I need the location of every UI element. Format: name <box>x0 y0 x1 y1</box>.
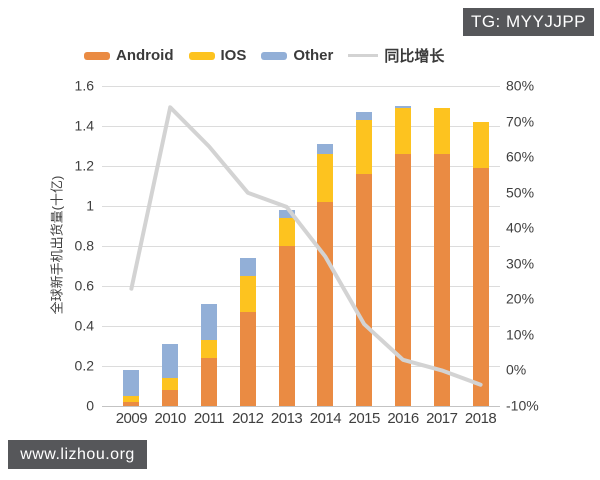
bar-segment-android-2014 <box>317 202 334 406</box>
right-axis-tick-label: -10% <box>506 397 539 414</box>
right-axis-tick-label: 70% <box>506 113 535 130</box>
x-axis-tick-label: 2015 <box>348 410 381 427</box>
x-axis-tick-label: 2011 <box>193 410 225 427</box>
telegram-watermark-badge: TG: MYYJJPP <box>463 8 594 36</box>
left-axis-tick-label: 1 <box>86 197 94 214</box>
x-axis-tick-label: 2010 <box>154 410 187 427</box>
legend-item-android: Android <box>84 47 174 64</box>
legend-label: IOS <box>220 47 247 64</box>
bar-segment-android-2011 <box>201 358 217 406</box>
bar-segment-ios-2017 <box>433 108 450 154</box>
bar-segment-android-2013 <box>278 246 295 406</box>
bar-segment-android-2018 <box>472 168 489 406</box>
left-axis-tick-label: 0.8 <box>74 237 94 254</box>
bar-segment-android-2009 <box>123 402 140 406</box>
bar-segment-android-2012 <box>239 312 256 406</box>
legend-label: Android <box>116 47 174 64</box>
left-axis-tick-label: 1.6 <box>74 77 94 94</box>
x-axis-tick-label: 2017 <box>426 410 458 427</box>
website-watermark-badge: www.lizhou.org <box>8 440 147 469</box>
bar-segment-ios-2016 <box>395 108 411 154</box>
left-axis-tick-label: 0 <box>86 397 94 414</box>
bar-segment-android-2015 <box>356 174 373 406</box>
legend-item-ios: IOS <box>188 47 247 64</box>
bar-segment-android-2016 <box>395 154 411 406</box>
x-axis-tick-label: 2012 <box>232 410 264 427</box>
bar-segment-other-2013 <box>278 210 295 218</box>
bar-segment-android-2010 <box>162 390 179 406</box>
right-axis-tick-label: 10% <box>506 326 535 343</box>
legend-swatch-bar-icon <box>84 51 110 60</box>
x-axis-tick-label: 2018 <box>464 410 497 427</box>
x-axis-line <box>102 406 500 407</box>
legend-label: 同比增长 <box>384 48 445 65</box>
legend-swatch-bar-icon <box>188 51 215 60</box>
right-axis-tick-label: 20% <box>506 291 535 308</box>
bar-segment-ios-2010 <box>162 378 179 390</box>
bar-segment-other-2011 <box>201 304 217 340</box>
right-axis-tick-label: 40% <box>506 219 535 236</box>
right-axis-tick-label: 80% <box>506 77 535 94</box>
bar-segment-ios-2012 <box>239 276 256 312</box>
left-axis-tick-label: 1.2 <box>74 157 94 174</box>
bar-segment-ios-2014 <box>317 154 334 202</box>
legend-label: Other <box>293 47 334 64</box>
x-axis-tick-label: 2009 <box>115 410 148 427</box>
gridline <box>102 86 500 87</box>
bar-segment-other-2015 <box>356 112 373 120</box>
left-axis-tick-label: 0.4 <box>74 317 94 334</box>
left-axis-tick-label: 0.6 <box>74 277 94 294</box>
bar-segment-ios-2011 <box>201 340 217 358</box>
left-axis-tick-label: 1.4 <box>74 117 94 134</box>
x-axis-tick-label: 2014 <box>309 410 342 427</box>
bar-segment-other-2016 <box>395 106 411 108</box>
x-axis-tick-label: 2016 <box>387 410 419 427</box>
left-axis-tick-label: 0.2 <box>74 357 94 374</box>
right-axis-tick-label: 50% <box>506 184 535 201</box>
bar-segment-android-2017 <box>433 154 450 406</box>
right-axis-tick-label: 30% <box>506 255 535 272</box>
bar-segment-other-2014 <box>317 144 334 154</box>
bar-segment-other-2012 <box>239 258 256 276</box>
bar-segment-other-2009 <box>123 370 140 396</box>
chart-legend: Android IOS Other 同比增长 <box>84 45 444 66</box>
legend-item-同比增长: 同比增长 <box>348 45 444 66</box>
bar-segment-ios-2013 <box>278 218 295 246</box>
x-axis-tick-label: 2013 <box>270 410 303 427</box>
legend-swatch-bar-icon <box>261 51 288 60</box>
bar-segment-ios-2015 <box>356 120 373 174</box>
bar-segment-ios-2009 <box>123 396 140 402</box>
bar-segment-other-2010 <box>162 344 179 378</box>
legend-swatch-line-icon <box>348 54 379 57</box>
legend-item-other: Other <box>261 47 333 64</box>
right-axis-tick-label: 0% <box>506 362 527 379</box>
right-axis-tick-label: 60% <box>506 148 535 165</box>
bar-segment-ios-2018 <box>472 122 489 168</box>
